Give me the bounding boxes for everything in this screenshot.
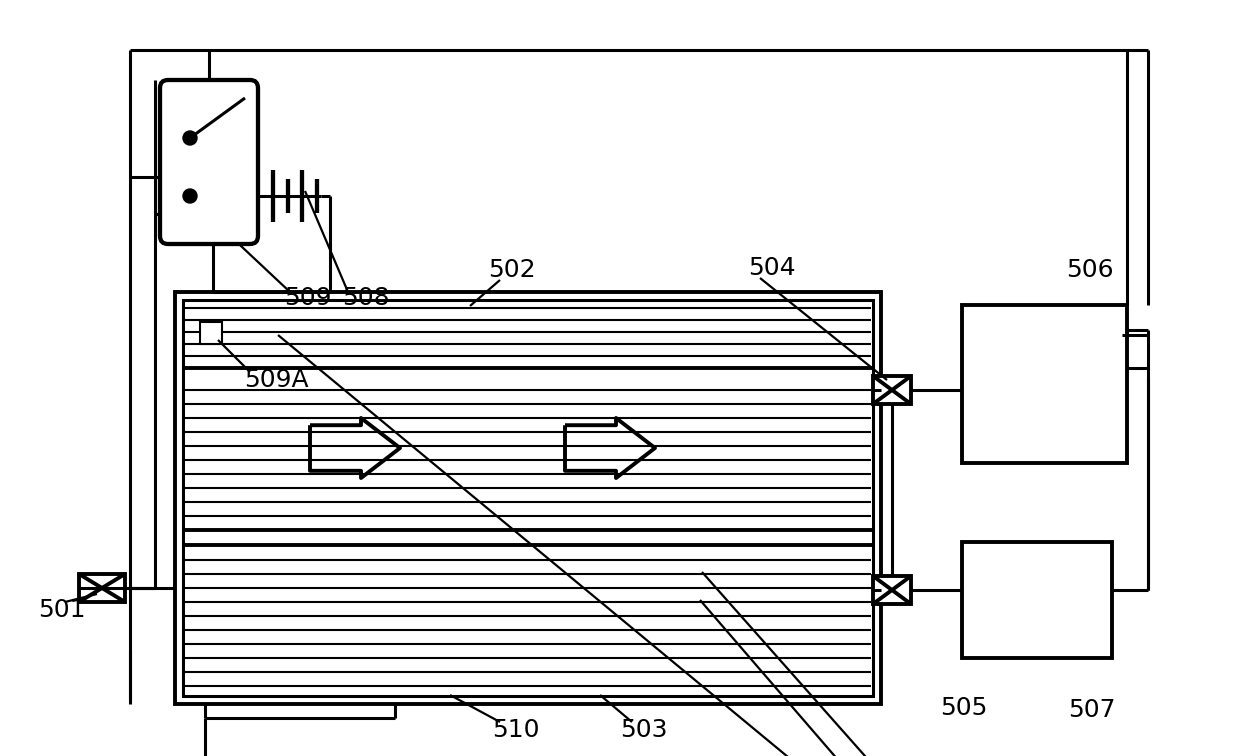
- FancyBboxPatch shape: [160, 80, 258, 244]
- Text: 503: 503: [620, 718, 667, 742]
- Bar: [873, 576, 911, 604]
- Bar: [175, 292, 880, 704]
- Bar: [79, 574, 125, 602]
- Text: 508: 508: [342, 286, 389, 310]
- Bar: [962, 542, 1112, 658]
- Text: 509: 509: [284, 286, 331, 310]
- Bar: [184, 300, 873, 696]
- Circle shape: [184, 131, 197, 145]
- Text: 505: 505: [940, 696, 987, 720]
- Text: 502: 502: [489, 258, 536, 282]
- Bar: [962, 305, 1127, 463]
- Circle shape: [184, 189, 197, 203]
- Text: 510: 510: [492, 718, 539, 742]
- Text: 504: 504: [748, 256, 796, 280]
- Text: 507: 507: [1068, 698, 1116, 722]
- Text: 501: 501: [38, 598, 86, 622]
- Text: 506: 506: [1066, 258, 1114, 282]
- Bar: [200, 322, 222, 344]
- Bar: [873, 376, 911, 404]
- Text: 509A: 509A: [244, 368, 309, 392]
